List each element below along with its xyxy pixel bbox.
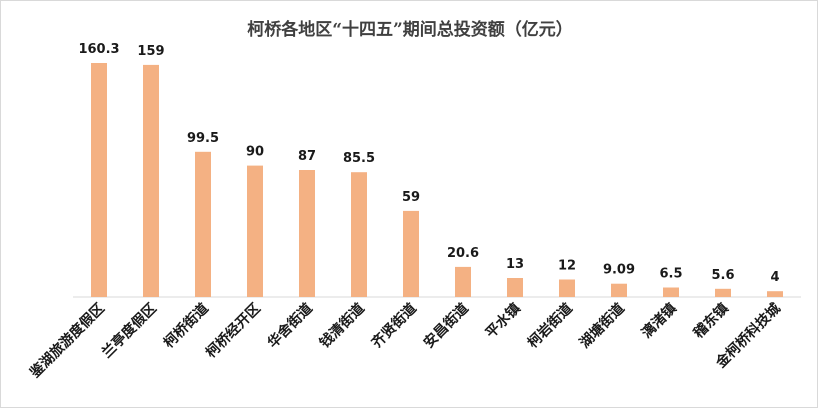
bar-9	[507, 278, 523, 297]
category-label-5: 华舍街道	[264, 300, 316, 352]
category-label-4: 柯桥经开区	[202, 300, 264, 362]
bars-group	[91, 63, 783, 298]
bar-5	[299, 170, 315, 297]
bar-10	[559, 279, 575, 297]
value-label-11: 9.09	[603, 263, 635, 278]
value-label-8: 20.6	[447, 246, 479, 261]
value-label-3: 99.5	[187, 131, 219, 146]
category-label-7: 齐贤街道	[368, 300, 420, 352]
value-label-14: 4	[770, 270, 779, 285]
category-label-13: 稽东镇	[690, 300, 732, 342]
bar-13	[715, 288, 731, 297]
bar-2	[143, 64, 159, 298]
bar-1	[91, 63, 107, 297]
bar-12	[663, 287, 679, 297]
value-label-12: 6.5	[659, 267, 682, 282]
category-label-2: 兰亭度假区	[98, 300, 160, 362]
category-label-8: 安昌街道	[420, 300, 472, 352]
category-label-11: 湖塘街道	[576, 300, 628, 352]
bar-3	[195, 151, 211, 297]
bar-14	[767, 291, 783, 297]
category-label-6: 钱清街道	[316, 300, 368, 352]
bar-11	[611, 283, 627, 297]
value-label-1: 160.3	[78, 42, 119, 57]
value-label-5: 87	[298, 149, 316, 164]
value-label-13: 5.6	[711, 268, 734, 283]
bar-7	[403, 210, 419, 297]
value-label-6: 85.5	[343, 151, 375, 166]
category-label-12: 漓渚镇	[638, 300, 680, 342]
value-label-7: 59	[402, 190, 420, 205]
category-label-3: 柯桥街道	[160, 300, 212, 352]
category-label-10: 柯岩街道	[524, 300, 576, 352]
bar-8	[455, 266, 471, 297]
category-label-1: 鉴湖旅游度假区	[26, 300, 108, 382]
value-label-4: 90	[246, 145, 264, 160]
chart-title: 柯桥各地区“十四五”期间总投资额（亿元）	[247, 19, 573, 40]
bar-4	[247, 165, 263, 297]
value-label-2: 159	[137, 44, 164, 59]
value-label-9: 13	[506, 257, 524, 272]
category-label-9: 平水镇	[482, 300, 524, 342]
bar-6	[351, 172, 367, 297]
value-labels-group: 160.3 159 99.5 90 87 85.5 59 20.6 13 12 9.09 6.5 5.6…	[78, 42, 779, 285]
value-label-10: 12	[558, 259, 576, 274]
